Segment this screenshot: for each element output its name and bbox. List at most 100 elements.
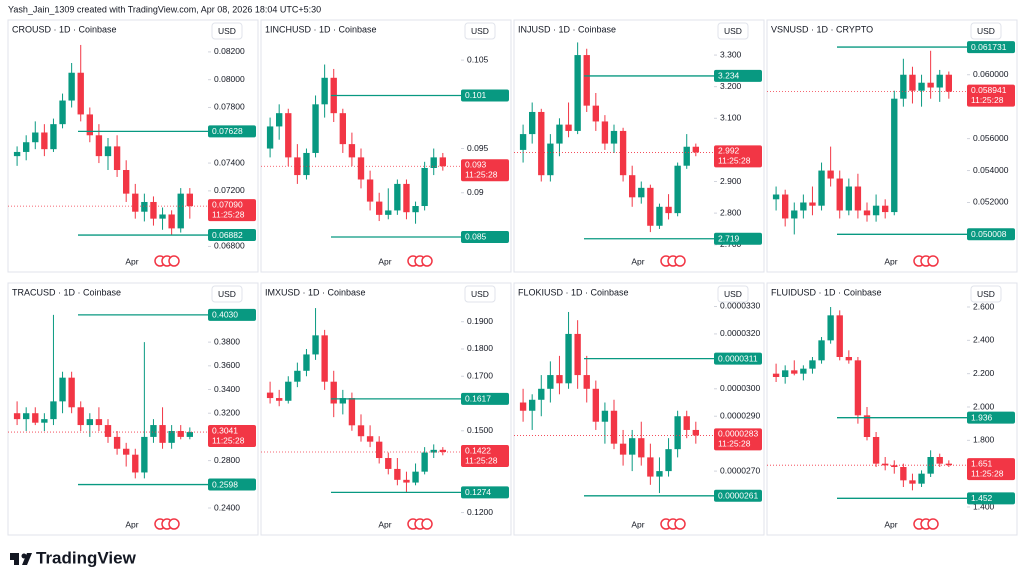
y-tick-label: 0.3400	[214, 384, 240, 394]
currency: USD	[471, 289, 489, 299]
candle-body	[519, 134, 527, 150]
candle-body	[827, 315, 834, 341]
y-tick-label: 0.1200	[467, 507, 493, 517]
candle-body	[95, 419, 103, 426]
candle-body	[854, 186, 862, 211]
candle-body	[168, 214, 175, 229]
last-price-box	[208, 425, 256, 448]
candle-body	[113, 436, 121, 449]
candle-body	[656, 471, 663, 477]
chart-title: 1INCHUSD · 1D · Coinbase	[265, 24, 377, 34]
candle-body	[927, 457, 934, 474]
candle-body	[583, 55, 590, 106]
chart-panel: TRACUSD · 1D · Coinbase USD 0.3800 0.3600 0.…	[7, 282, 259, 536]
y-tick-label: 1.800	[973, 435, 995, 445]
level-label-box	[714, 232, 762, 245]
candle-body	[592, 388, 599, 422]
candle-body	[909, 74, 916, 91]
candle-body	[619, 443, 627, 455]
candle-body	[791, 370, 798, 374]
currency-box	[970, 285, 1002, 303]
level-label: 0.0000311	[718, 353, 758, 363]
panel-border	[260, 19, 512, 273]
candle-body	[385, 210, 392, 215]
level-label: 0.1274	[465, 487, 491, 497]
event-icon	[674, 518, 686, 530]
candle-body	[86, 114, 93, 136]
chart-panel: INJUSD · 1D · Coinbase USD 3.300 3.200 3.100…	[513, 19, 765, 273]
candle-body	[13, 151, 21, 157]
x-axis-label: Apr	[125, 256, 138, 266]
last-price-box	[714, 428, 762, 451]
candle-body	[772, 373, 780, 377]
candle-body	[647, 457, 654, 477]
y-tick-label: 0.07800	[214, 102, 245, 112]
level-label-box	[208, 478, 256, 491]
chart-title: INJUSD · 1D · Coinbase	[518, 24, 616, 34]
level-label: 3.234	[718, 71, 740, 81]
candle-body	[674, 165, 681, 214]
candle-body	[77, 72, 84, 115]
candle-body	[818, 340, 825, 361]
currency: USD	[218, 26, 236, 36]
level-label: 0.0000261	[718, 491, 758, 501]
candle-body	[266, 392, 274, 399]
level-label: 0.061731	[971, 42, 1007, 52]
last-price-label: 1.651	[971, 458, 993, 468]
candle-body	[412, 471, 419, 483]
candle-body	[791, 210, 798, 219]
level-label-box	[967, 411, 1015, 424]
candle-body	[882, 463, 889, 466]
level-label-box	[967, 228, 1015, 241]
candle-body	[385, 458, 392, 469]
candle-body	[348, 144, 356, 158]
last-price-box	[967, 458, 1015, 481]
y-tick-label: 0.3200	[214, 407, 240, 417]
candle-body	[547, 375, 554, 389]
y-tick-label: 2.400	[973, 335, 995, 345]
candle-body	[918, 473, 925, 484]
candle-body	[23, 142, 30, 152]
candle-body	[629, 175, 636, 198]
event-icon	[674, 255, 686, 267]
candle-body	[836, 315, 843, 357]
level-label: 1.452	[971, 493, 993, 503]
y-tick-label: 0.056000	[973, 133, 1009, 143]
y-tick-label: 0.3600	[214, 360, 240, 370]
candle-body	[638, 187, 645, 198]
candle-body	[936, 74, 943, 88]
candle-body	[918, 82, 925, 91]
y-tick-label: 0.1500	[467, 425, 493, 435]
level-label-box	[967, 492, 1015, 505]
candle-body	[430, 157, 437, 168]
candle-body	[412, 206, 419, 213]
y-tick-label: 2.800	[720, 207, 742, 217]
candle-body	[556, 124, 563, 144]
last-price-label: 0.093	[465, 159, 487, 169]
level-label-box	[714, 352, 762, 365]
candle-body	[809, 360, 816, 369]
x-axis-label: Apr	[125, 519, 138, 529]
last-price-box	[967, 84, 1015, 107]
candle-body	[186, 193, 193, 207]
candle-body	[538, 111, 545, 176]
countdown: 11:25:28	[718, 156, 751, 166]
y-tick-label: 0.1700	[467, 370, 493, 380]
candle-body	[50, 401, 57, 420]
y-tick-label: 2.200	[973, 368, 995, 378]
level-label-box	[461, 392, 509, 405]
chart-panel: IMXUSD · 1D · Coinbase USD 0.1900 0.1800 0.1…	[260, 282, 512, 536]
candle-body	[909, 480, 916, 484]
candle-body	[141, 201, 148, 212]
candle-body	[366, 436, 374, 442]
candle-body	[809, 202, 816, 206]
candle-body	[104, 146, 112, 157]
candle-body	[574, 333, 581, 376]
level-label: 2.719	[718, 233, 740, 243]
candle-body	[59, 377, 66, 402]
candle-body	[529, 111, 536, 135]
x-axis-label: Apr	[378, 519, 391, 529]
candle-body	[900, 467, 907, 481]
candle-body	[123, 170, 130, 194]
